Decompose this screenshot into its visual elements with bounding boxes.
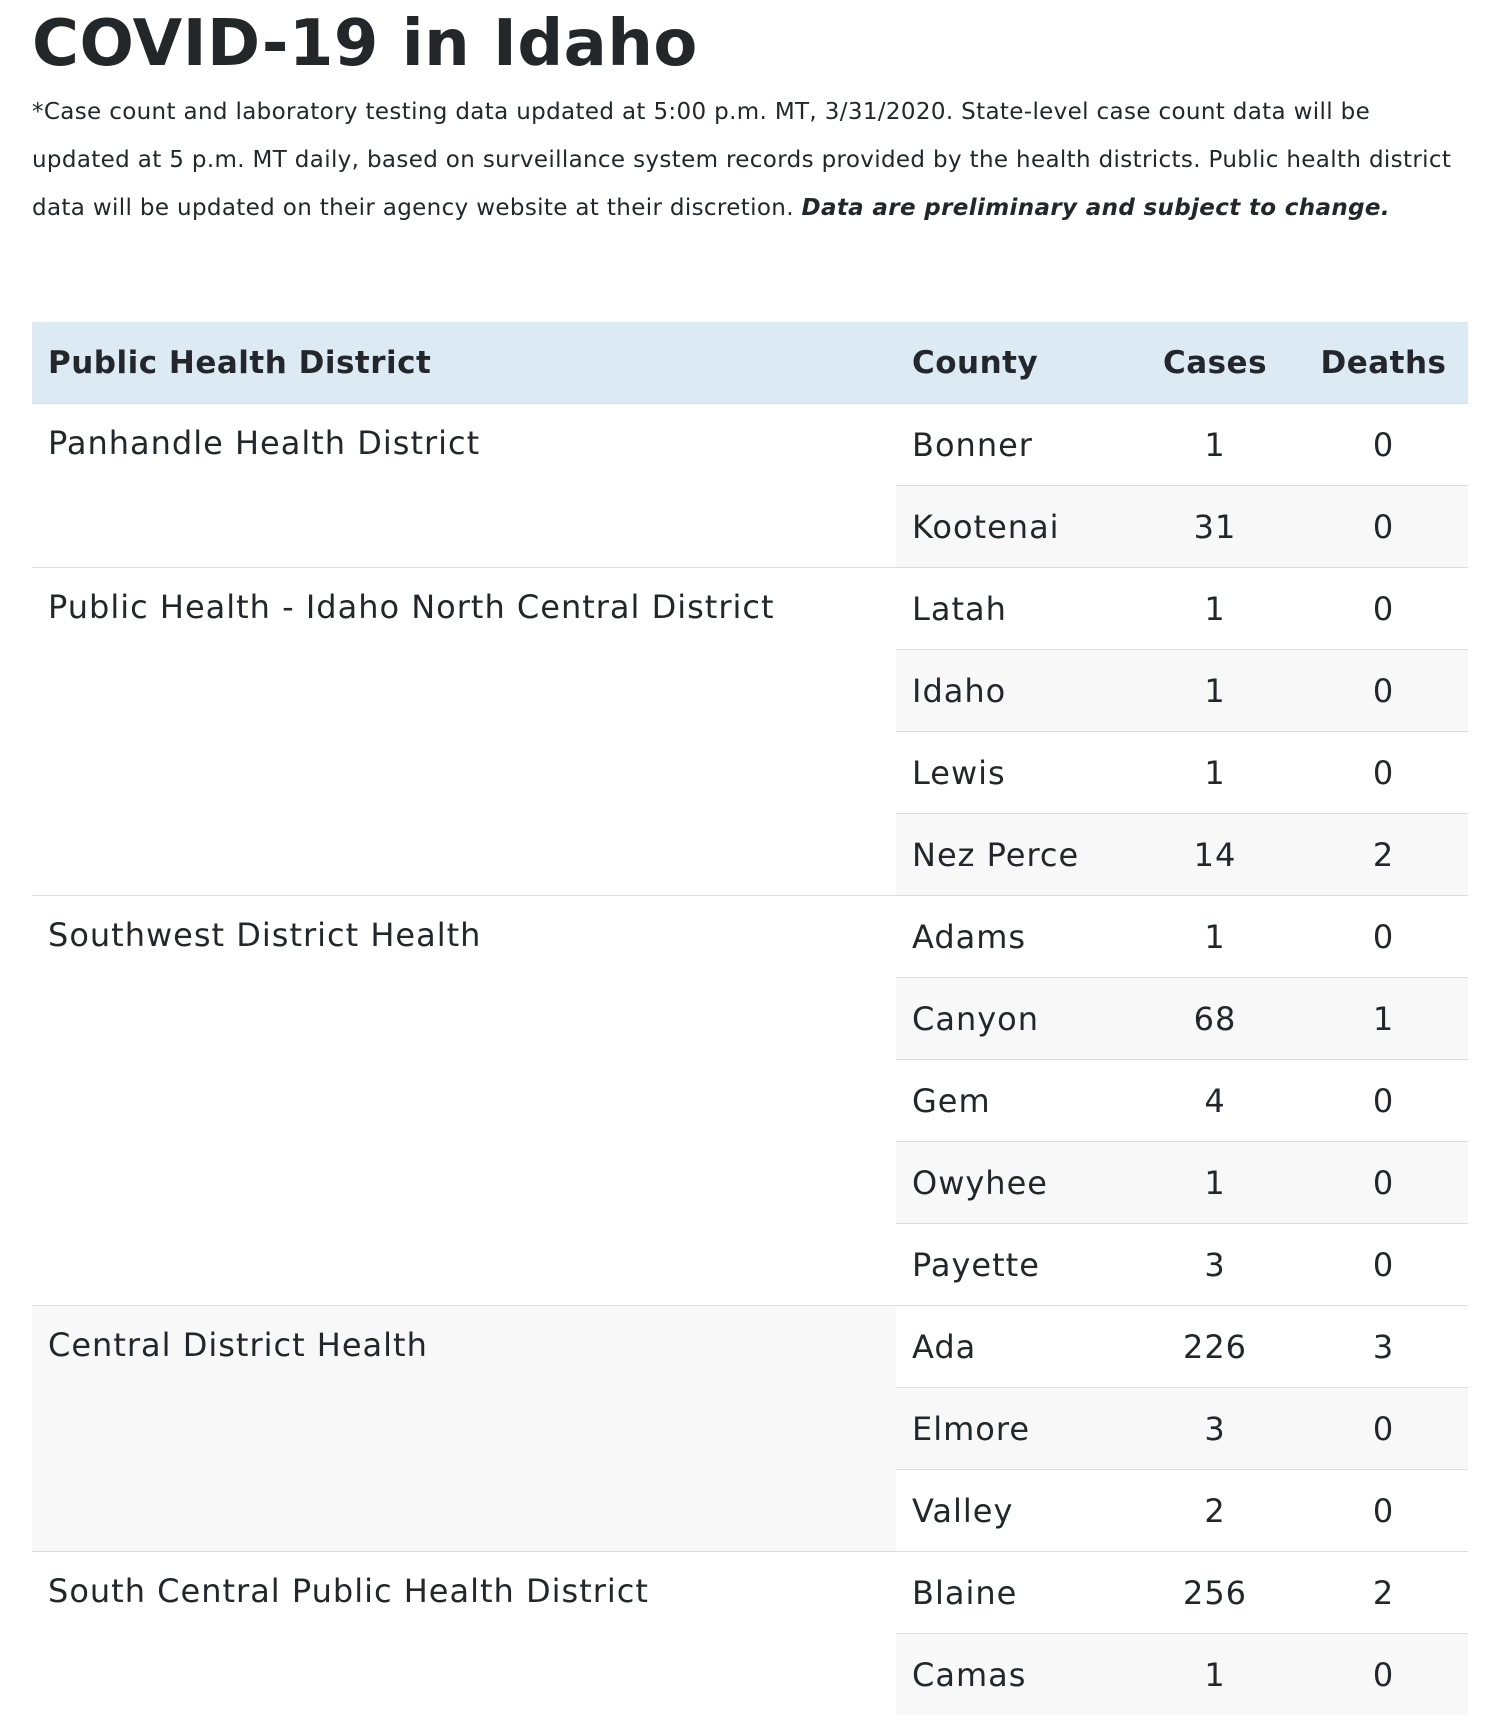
case-count: 1 [1131, 731, 1299, 814]
table-row: Idaho 1 0 [32, 649, 1468, 732]
case-count: 3 [1131, 1223, 1299, 1306]
case-count: 68 [1131, 977, 1299, 1060]
table-row: Southwest District Health Adams 1 0 [32, 895, 1468, 1306]
cases-table: Public Health District County Cases Deat… [32, 322, 1468, 1715]
district-name: Public Health - Idaho North Central Dist… [32, 567, 896, 896]
table-row: Camas 1 0 [32, 1633, 1468, 1715]
district-name: South Central Public Health District [32, 1551, 896, 1715]
county-name: Adams [896, 895, 1131, 978]
case-count: 1 [1131, 403, 1299, 486]
death-count: 0 [1299, 485, 1468, 568]
table-row: South Central Public Health District Blai… [32, 1551, 1468, 1715]
case-count: 256 [1131, 1551, 1299, 1634]
county-name: Ada [896, 1305, 1131, 1388]
district-name: Panhandle Health District [32, 403, 896, 568]
district-name: Southwest District Health [32, 895, 896, 1306]
table-row: Nez Perce 14 2 [32, 813, 1468, 896]
death-count: 0 [1299, 649, 1468, 732]
death-count: 0 [1299, 1633, 1468, 1715]
death-count: 1 [1299, 977, 1468, 1060]
case-count: 1 [1131, 1633, 1299, 1715]
death-count: 0 [1299, 1223, 1468, 1306]
county-name: Lewis [896, 731, 1131, 814]
county-name: Canyon [896, 977, 1131, 1060]
table-row: Valley 2 0 [32, 1469, 1468, 1552]
table-header: Public Health District County Cases Deat… [32, 322, 1468, 404]
death-count: 0 [1299, 1387, 1468, 1470]
case-count: 226 [1131, 1305, 1299, 1388]
table-row: Payette 3 0 [32, 1223, 1468, 1306]
death-count: 3 [1299, 1305, 1468, 1388]
county-name: Owyhee [896, 1141, 1131, 1224]
county-name: Kootenai [896, 485, 1131, 568]
county-name: Latah [896, 567, 1131, 650]
death-count: 0 [1299, 1141, 1468, 1224]
death-count: 0 [1299, 567, 1468, 650]
table-row: Public Health - Idaho North Central Dist… [32, 567, 1468, 896]
table-row: Lewis 1 0 [32, 731, 1468, 814]
district-name: Central District Health [32, 1305, 896, 1552]
table-row: Owyhee 1 0 [32, 1141, 1468, 1224]
case-count: 14 [1131, 813, 1299, 896]
update-note: *Case count and laboratory testing data … [32, 88, 1472, 232]
case-count: 2 [1131, 1469, 1299, 1552]
table-row: Panhandle Health District Bonner 1 0 [32, 403, 1468, 568]
county-name: Idaho [896, 649, 1131, 732]
case-count: 1 [1131, 895, 1299, 978]
case-count: 3 [1131, 1387, 1299, 1470]
county-name: Elmore [896, 1387, 1131, 1470]
death-count: 2 [1299, 1551, 1468, 1634]
county-name: Camas [896, 1633, 1131, 1715]
county-name: Valley [896, 1469, 1131, 1552]
death-count: 0 [1299, 1059, 1468, 1142]
county-name: Bonner [896, 403, 1131, 486]
table-row: Central District Health Ada 226 3 [32, 1305, 1468, 1552]
county-name: Gem [896, 1059, 1131, 1142]
header-district: Public Health District [32, 322, 896, 404]
death-count: 0 [1299, 1469, 1468, 1552]
death-count: 0 [1299, 895, 1468, 978]
case-count: 1 [1131, 567, 1299, 650]
header-row: Public Health District County Cases Deat… [32, 322, 1468, 404]
header-cases: Cases [1131, 322, 1299, 404]
county-name: Blaine [896, 1551, 1131, 1634]
death-count: 2 [1299, 813, 1468, 896]
death-count: 0 [1299, 731, 1468, 814]
table-row: Canyon 68 1 [32, 977, 1468, 1060]
table-body: Panhandle Health District Bonner 1 0 Kootena… [32, 403, 1468, 1715]
header-county: County [896, 322, 1131, 404]
death-count: 0 [1299, 403, 1468, 486]
table-row: Kootenai 31 0 [32, 485, 1468, 568]
county-name: Nez Perce [896, 813, 1131, 896]
table-row: Elmore 3 0 [32, 1387, 1468, 1470]
case-count: 1 [1131, 649, 1299, 732]
preliminary-disclaimer: Data are preliminary and subject to chan… [801, 195, 1390, 221]
county-name: Payette [896, 1223, 1131, 1306]
case-count: 31 [1131, 485, 1299, 568]
page-title: COVID-19 in Idaho [32, 7, 698, 81]
case-count: 4 [1131, 1059, 1299, 1142]
table-row: Gem 4 0 [32, 1059, 1468, 1142]
header-deaths: Deaths [1299, 322, 1468, 404]
update-note-text: *Case count and laboratory testing data … [32, 99, 1452, 221]
case-count: 1 [1131, 1141, 1299, 1224]
